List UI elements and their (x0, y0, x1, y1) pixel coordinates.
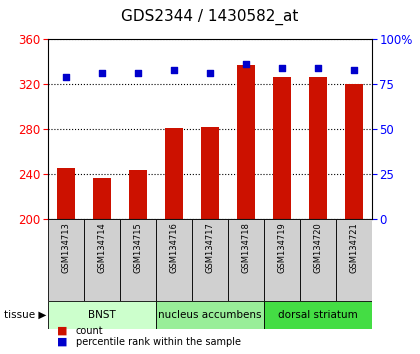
Bar (48, 301, 156, 329)
Text: ■: ■ (57, 326, 67, 336)
Text: nucleus accumbens: nucleus accumbens (158, 310, 262, 320)
Point (315, 65, 321, 71)
Bar (273, 77, 291, 219)
Bar (156, 219, 192, 301)
Text: GSM134719: GSM134719 (277, 222, 286, 273)
Text: GSM134716: GSM134716 (170, 222, 178, 273)
Text: BNST: BNST (88, 310, 116, 320)
Point (135, 70, 142, 76)
Bar (48, 219, 84, 301)
Bar (93, 178, 111, 219)
Text: percentile rank within the sample: percentile rank within the sample (76, 337, 241, 347)
Bar (120, 219, 156, 301)
Text: tissue ▶: tissue ▶ (4, 310, 47, 320)
Bar (192, 219, 228, 301)
Point (63, 74, 70, 80)
Point (278, 65, 285, 71)
Bar (201, 127, 219, 219)
Bar (300, 219, 336, 301)
Text: dorsal striatum: dorsal striatum (278, 310, 358, 320)
Text: GSM134721: GSM134721 (349, 222, 358, 273)
Bar (336, 219, 372, 301)
Text: count: count (76, 326, 103, 336)
Point (99, 70, 105, 76)
Bar (156, 301, 264, 329)
Bar (309, 77, 327, 219)
Text: GSM134713: GSM134713 (62, 222, 71, 273)
Bar (264, 301, 372, 329)
Bar (165, 128, 183, 219)
Bar (129, 170, 147, 219)
Bar (228, 219, 264, 301)
Point (243, 61, 249, 67)
Text: GDS2344 / 1430582_at: GDS2344 / 1430582_at (121, 9, 299, 25)
Bar (237, 65, 255, 219)
Bar (57, 167, 75, 219)
Point (350, 67, 357, 73)
Point (207, 70, 213, 76)
Bar (264, 219, 300, 301)
Text: GSM134720: GSM134720 (313, 222, 322, 273)
Text: GSM134718: GSM134718 (241, 222, 250, 273)
Text: GSM134717: GSM134717 (205, 222, 215, 273)
Bar (84, 219, 120, 301)
Point (171, 67, 177, 73)
Bar (345, 84, 363, 219)
Text: ■: ■ (57, 337, 67, 347)
Text: GSM134715: GSM134715 (134, 222, 143, 273)
Text: GSM134714: GSM134714 (98, 222, 107, 273)
